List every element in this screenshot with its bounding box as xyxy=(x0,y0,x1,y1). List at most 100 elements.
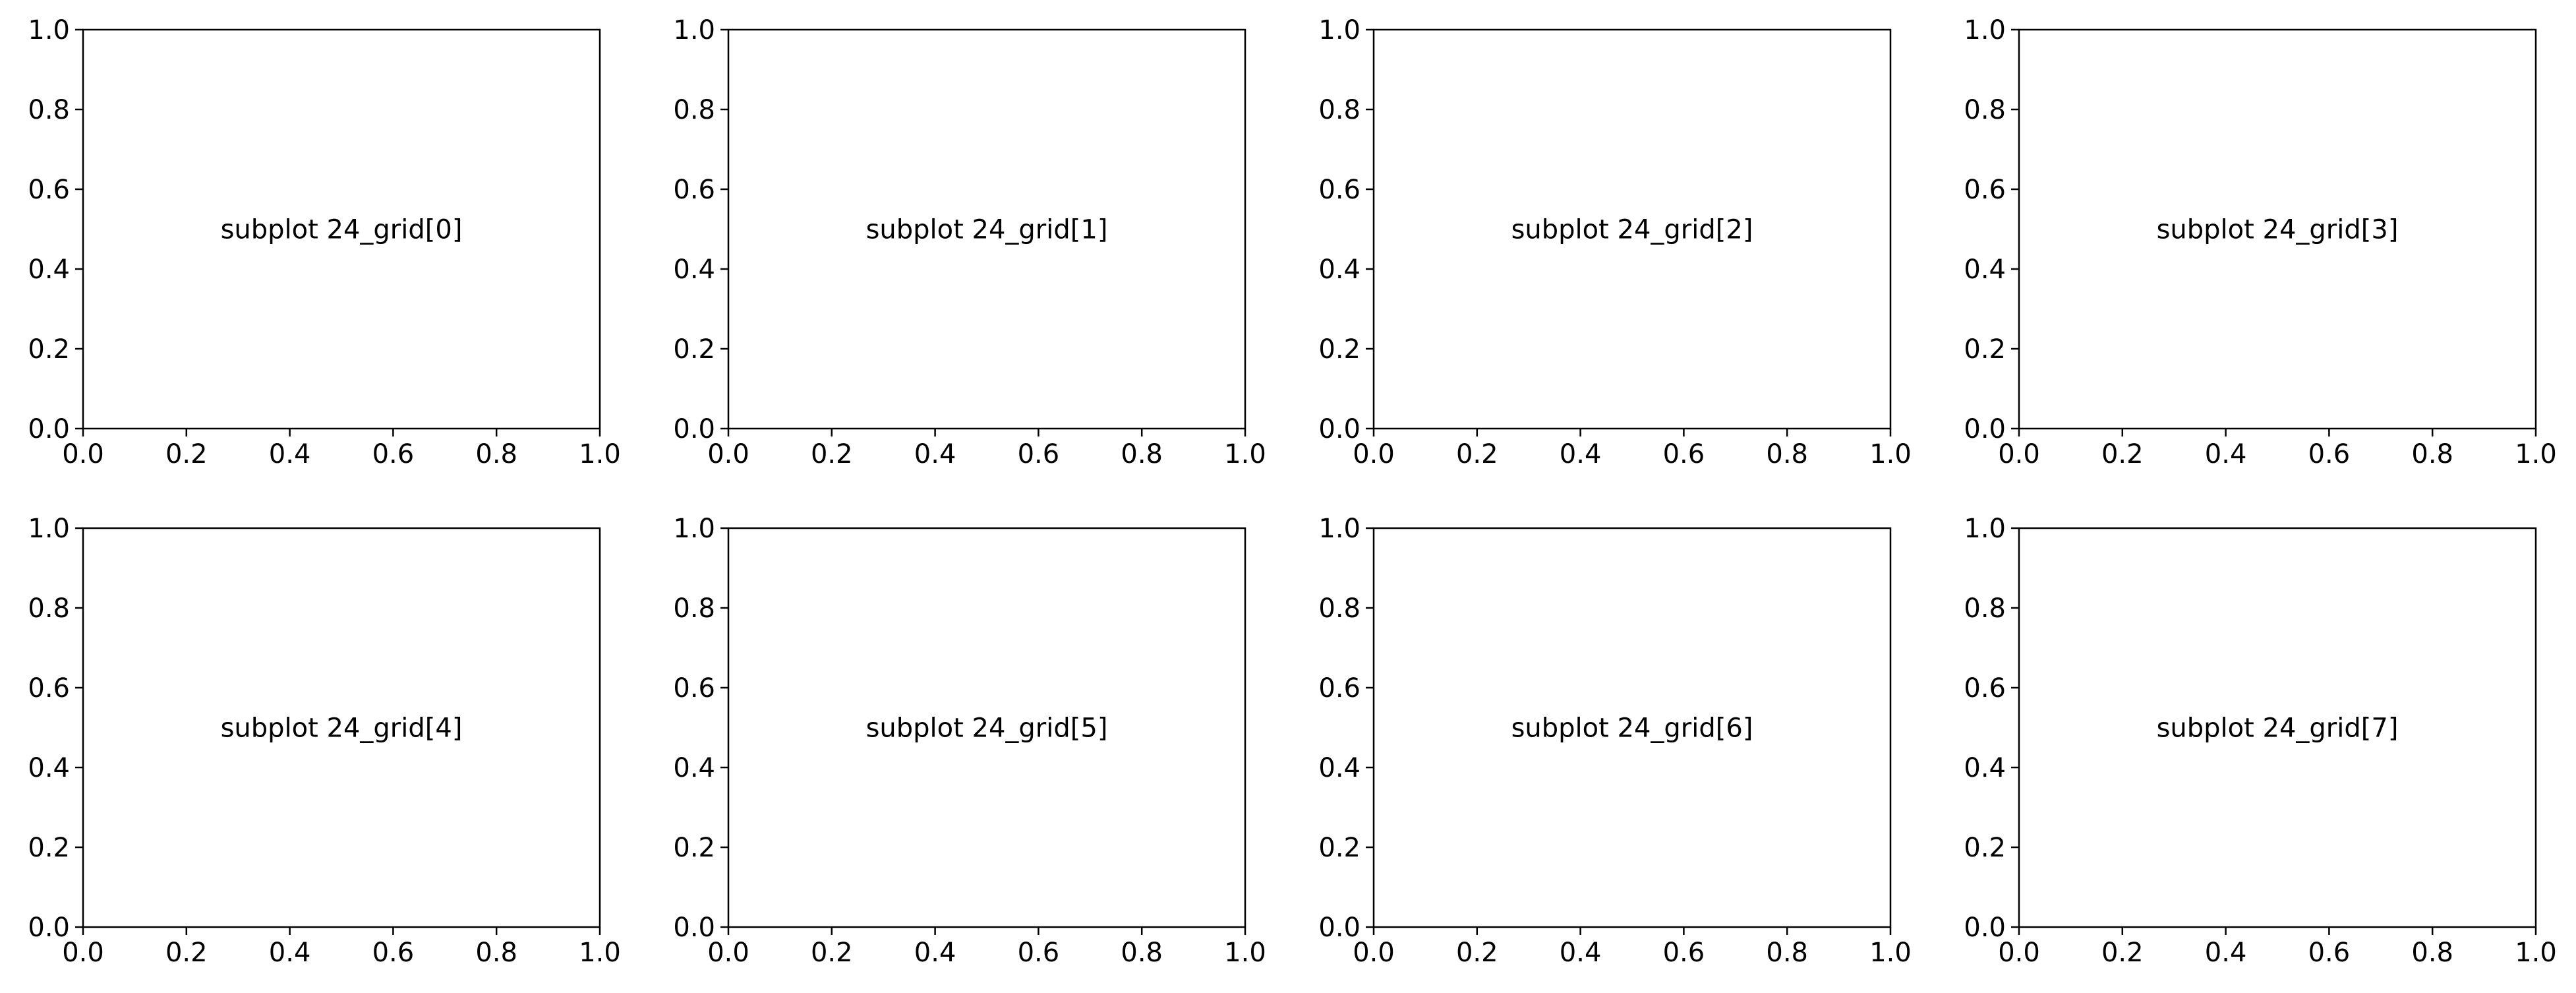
axes-frame xyxy=(2018,28,2537,430)
subplot-annotation: subplot 24_grid[1] xyxy=(866,215,1108,245)
x-tick-label: 1.0 xyxy=(1224,439,1266,469)
y-tick-label: 0.0 xyxy=(28,414,70,444)
x-tick-label: 0.0 xyxy=(62,439,104,469)
y-tick-label: 0.4 xyxy=(1318,255,1361,285)
y-tick-label: 0.4 xyxy=(1964,255,2006,285)
axes-frame xyxy=(82,28,601,430)
y-tick-label: 0.6 xyxy=(673,175,715,205)
x-tick-label: 0.6 xyxy=(372,938,415,968)
subplot-annotation: subplot 24_grid[2] xyxy=(1511,215,1753,245)
x-tick-label: 0.0 xyxy=(1998,938,2040,968)
x-tick-label: 0.4 xyxy=(1560,938,1602,968)
x-tick-label: 0.8 xyxy=(475,938,517,968)
subplot-2: 0.0 0.2 0.4 0.6 0.8 1.0 0.0 0.2 0.4 0.6 0.8 1.0 subp… xyxy=(1318,15,1911,469)
y-tick-label: 0.6 xyxy=(673,673,715,704)
y-tick-label: 0.8 xyxy=(1964,593,2006,624)
subplot-annotation: subplot 24_grid[3] xyxy=(2157,215,2399,245)
x-tick-label: 0.0 xyxy=(1353,439,1395,469)
x-tick-label: 0.2 xyxy=(2101,938,2144,968)
y-tick-label: 0.8 xyxy=(28,95,70,125)
plot-area xyxy=(728,30,1245,429)
y-tick-label: 0.8 xyxy=(673,95,715,125)
axes-frame xyxy=(2018,527,2537,928)
subplot-1: 0.0 0.2 0.4 0.6 0.8 1.0 0.0 0.2 0.4 0.6 0.8 1.0 subp… xyxy=(673,15,1266,469)
axes-frame xyxy=(1372,527,1892,928)
x-tick-label: 0.8 xyxy=(1766,439,1808,469)
axes-frame xyxy=(727,28,1246,430)
x-tick-label: 0.4 xyxy=(914,938,956,968)
x-tick-label: 0.8 xyxy=(2411,439,2453,469)
subplot-annotation: subplot 24_grid[5] xyxy=(866,713,1108,744)
x-tick-label: 0.0 xyxy=(707,938,749,968)
x-tick-label: 0.8 xyxy=(1121,439,1163,469)
x-tick-label: 1.0 xyxy=(1224,938,1266,968)
x-tick-label: 1.0 xyxy=(1869,439,1912,469)
x-tick-label: 1.0 xyxy=(579,439,621,469)
y-tick-label: 0.0 xyxy=(1318,414,1361,444)
plot-area xyxy=(83,30,600,429)
plot-area xyxy=(728,528,1245,927)
x-tick-label: 0.2 xyxy=(811,439,853,469)
y-tick-label: 0.6 xyxy=(28,175,70,205)
x-tick-label: 1.0 xyxy=(2515,439,2557,469)
y-tick-label: 0.4 xyxy=(1964,753,2006,783)
subplot-0: 0.0 0.2 0.4 0.6 0.8 1.0 0.0 0.2 0.4 0.6 0.8 1.0 subp… xyxy=(28,15,620,469)
y-tick-label: 0.6 xyxy=(1964,175,2006,205)
x-tick-label: 0.6 xyxy=(1663,439,1705,469)
y-tick-label: 1.0 xyxy=(28,514,70,544)
y-tick-label: 1.0 xyxy=(673,15,715,45)
x-tick-label: 0.4 xyxy=(2205,938,2247,968)
x-tick-label: 0.4 xyxy=(2205,439,2247,469)
y-tick-label: 0.4 xyxy=(28,255,70,285)
x-tick-label: 0.2 xyxy=(1456,938,1498,968)
plot-area xyxy=(83,528,600,927)
subplot-annotation: subplot 24_grid[4] xyxy=(221,713,463,744)
y-tick-label: 0.2 xyxy=(28,334,70,365)
x-tick-label: 0.8 xyxy=(1766,938,1808,968)
subplot-6: 0.0 0.2 0.4 0.6 0.8 1.0 0.0 0.2 0.4 0.6 0.8 1.0 subp… xyxy=(1318,514,1911,968)
y-tick-label: 1.0 xyxy=(1318,15,1361,45)
y-tick-label: 1.0 xyxy=(1964,15,2006,45)
y-tick-label: 1.0 xyxy=(673,514,715,544)
x-tick-label: 0.0 xyxy=(1998,439,2040,469)
y-tick-label: 1.0 xyxy=(1318,514,1361,544)
x-tick-label: 0.4 xyxy=(1560,439,1602,469)
subplot-5: 0.0 0.2 0.4 0.6 0.8 1.0 0.0 0.2 0.4 0.6 0.8 1.0 subp… xyxy=(673,514,1266,968)
y-tick-label: 0.0 xyxy=(28,913,70,943)
y-tick-label: 0.8 xyxy=(1318,95,1361,125)
y-tick-label: 0.0 xyxy=(1318,913,1361,943)
x-tick-label: 1.0 xyxy=(579,938,621,968)
x-tick-label: 0.8 xyxy=(1121,938,1163,968)
x-tick-label: 0.6 xyxy=(1018,938,1060,968)
y-tick-label: 0.4 xyxy=(673,753,715,783)
y-tick-label: 0.0 xyxy=(673,414,715,444)
plot-area xyxy=(1374,528,1890,927)
y-tick-label: 0.8 xyxy=(1964,95,2006,125)
y-tick-label: 0.4 xyxy=(28,753,70,783)
x-tick-label: 0.8 xyxy=(475,439,517,469)
x-tick-label: 0.6 xyxy=(2308,439,2351,469)
x-tick-label: 0.2 xyxy=(165,439,208,469)
y-tick-label: 0.0 xyxy=(1964,913,2006,943)
x-tick-label: 0.0 xyxy=(707,439,749,469)
subplot-4: 0.0 0.2 0.4 0.6 0.8 1.0 0.0 0.2 0.4 0.6 0.8 1.0 subp… xyxy=(28,514,620,968)
y-tick-label: 0.6 xyxy=(1318,673,1361,704)
plot-area xyxy=(2019,30,2536,429)
y-tick-label: 0.2 xyxy=(1318,334,1361,365)
x-tick-label: 0.8 xyxy=(2411,938,2453,968)
plot-area xyxy=(2019,528,2536,927)
subplot-annotation: subplot 24_grid[6] xyxy=(1511,713,1753,744)
subplot-annotation: subplot 24_grid[7] xyxy=(2157,713,2399,744)
x-tick-label: 0.0 xyxy=(62,938,104,968)
x-tick-label: 0.4 xyxy=(269,439,311,469)
x-tick-label: 0.2 xyxy=(811,938,853,968)
x-tick-label: 0.6 xyxy=(372,439,415,469)
x-tick-label: 0.0 xyxy=(1353,938,1395,968)
y-tick-label: 0.8 xyxy=(673,593,715,624)
y-tick-label: 0.6 xyxy=(1964,673,2006,704)
y-tick-label: 1.0 xyxy=(1964,514,2006,544)
y-tick-label: 0.8 xyxy=(28,593,70,624)
x-tick-label: 0.2 xyxy=(165,938,208,968)
x-tick-label: 0.4 xyxy=(914,439,956,469)
